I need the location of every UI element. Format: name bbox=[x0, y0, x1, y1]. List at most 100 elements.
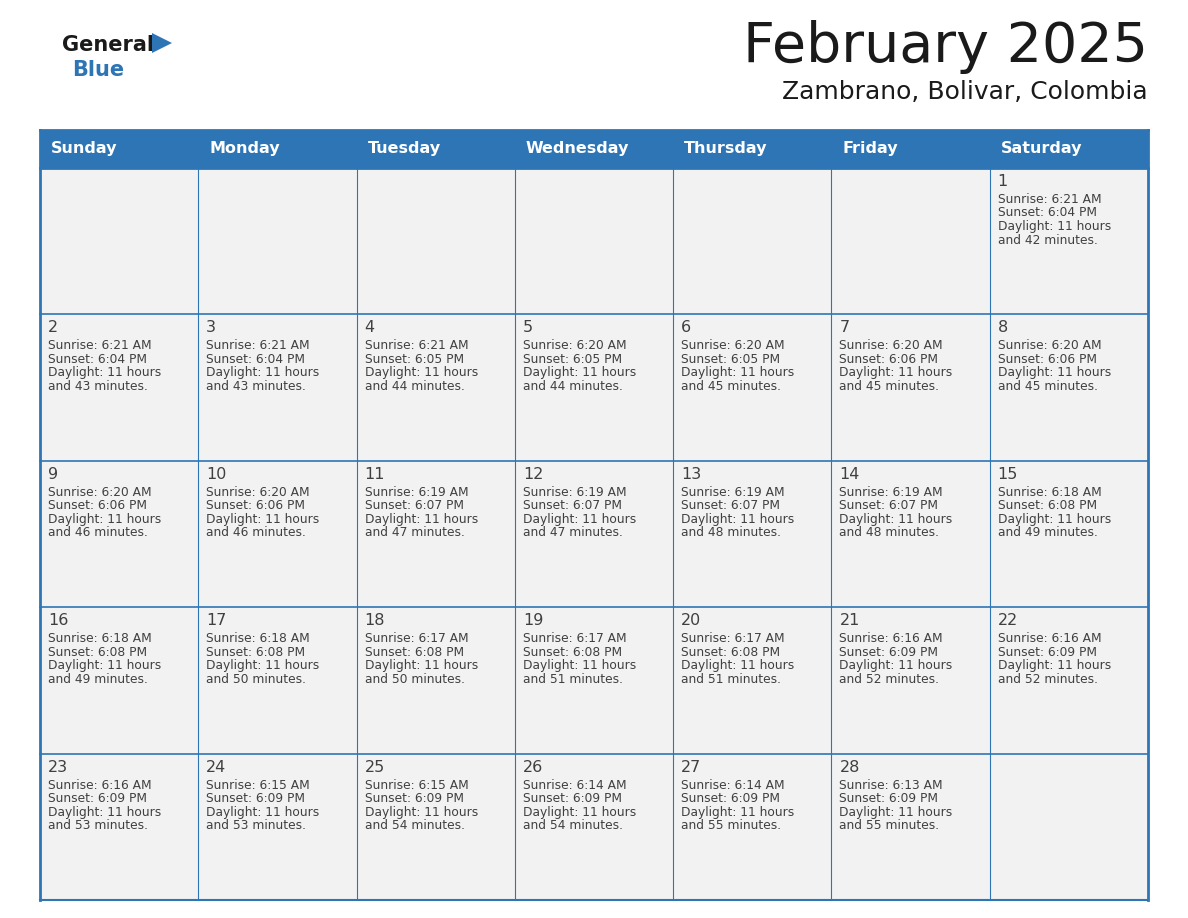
Text: 15: 15 bbox=[998, 466, 1018, 482]
Text: Daylight: 11 hours: Daylight: 11 hours bbox=[207, 659, 320, 672]
Text: Sunrise: 6:17 AM: Sunrise: 6:17 AM bbox=[365, 633, 468, 645]
Text: 9: 9 bbox=[48, 466, 58, 482]
Text: Sunrise: 6:21 AM: Sunrise: 6:21 AM bbox=[998, 193, 1101, 206]
Text: Sunrise: 6:16 AM: Sunrise: 6:16 AM bbox=[48, 778, 152, 791]
Text: Sunrise: 6:20 AM: Sunrise: 6:20 AM bbox=[840, 340, 943, 353]
Bar bbox=[990, 130, 1148, 168]
Text: 10: 10 bbox=[207, 466, 227, 482]
Text: Daylight: 11 hours: Daylight: 11 hours bbox=[48, 366, 162, 379]
Text: Sunset: 6:06 PM: Sunset: 6:06 PM bbox=[998, 353, 1097, 366]
Text: Daylight: 11 hours: Daylight: 11 hours bbox=[523, 513, 636, 526]
Text: Daylight: 11 hours: Daylight: 11 hours bbox=[48, 659, 162, 672]
Text: Daylight: 11 hours: Daylight: 11 hours bbox=[365, 366, 478, 379]
Text: Sunrise: 6:17 AM: Sunrise: 6:17 AM bbox=[681, 633, 785, 645]
Text: and 46 minutes.: and 46 minutes. bbox=[48, 526, 147, 539]
Text: and 52 minutes.: and 52 minutes. bbox=[840, 673, 940, 686]
Text: and 43 minutes.: and 43 minutes. bbox=[207, 380, 307, 393]
Bar bbox=[674, 754, 832, 900]
Text: 21: 21 bbox=[840, 613, 860, 628]
Text: 8: 8 bbox=[998, 320, 1007, 335]
Text: Daylight: 11 hours: Daylight: 11 hours bbox=[681, 659, 795, 672]
Text: 25: 25 bbox=[365, 759, 385, 775]
Bar bbox=[198, 607, 356, 754]
Text: and 51 minutes.: and 51 minutes. bbox=[681, 673, 782, 686]
Text: and 49 minutes.: and 49 minutes. bbox=[48, 673, 147, 686]
Text: and 45 minutes.: and 45 minutes. bbox=[840, 380, 940, 393]
Text: Daylight: 11 hours: Daylight: 11 hours bbox=[48, 513, 162, 526]
Bar bbox=[40, 754, 198, 900]
Text: and 47 minutes.: and 47 minutes. bbox=[523, 526, 623, 539]
Text: Sunrise: 6:21 AM: Sunrise: 6:21 AM bbox=[207, 340, 310, 353]
Text: Daylight: 11 hours: Daylight: 11 hours bbox=[48, 806, 162, 819]
Text: Sunday: Sunday bbox=[51, 141, 118, 156]
Text: and 48 minutes.: and 48 minutes. bbox=[681, 526, 782, 539]
Bar bbox=[674, 168, 832, 314]
Text: Sunrise: 6:18 AM: Sunrise: 6:18 AM bbox=[48, 633, 152, 645]
Bar bbox=[674, 461, 832, 607]
Text: Sunset: 6:09 PM: Sunset: 6:09 PM bbox=[365, 792, 463, 805]
Text: Sunrise: 6:21 AM: Sunrise: 6:21 AM bbox=[365, 340, 468, 353]
Text: Sunrise: 6:18 AM: Sunrise: 6:18 AM bbox=[207, 633, 310, 645]
Text: Sunset: 6:08 PM: Sunset: 6:08 PM bbox=[365, 645, 463, 659]
Text: Wednesday: Wednesday bbox=[526, 141, 630, 156]
Text: 12: 12 bbox=[523, 466, 543, 482]
Bar bbox=[514, 314, 674, 461]
Text: and 49 minutes.: and 49 minutes. bbox=[998, 526, 1098, 539]
Text: Sunrise: 6:18 AM: Sunrise: 6:18 AM bbox=[998, 486, 1101, 498]
Text: and 46 minutes.: and 46 minutes. bbox=[207, 526, 307, 539]
Text: Daylight: 11 hours: Daylight: 11 hours bbox=[207, 806, 320, 819]
Text: Sunset: 6:07 PM: Sunset: 6:07 PM bbox=[365, 499, 463, 512]
Bar bbox=[832, 461, 990, 607]
Text: Sunrise: 6:19 AM: Sunrise: 6:19 AM bbox=[681, 486, 785, 498]
Bar bbox=[356, 754, 514, 900]
Text: General: General bbox=[62, 35, 154, 55]
Text: Sunrise: 6:16 AM: Sunrise: 6:16 AM bbox=[998, 633, 1101, 645]
Text: 3: 3 bbox=[207, 320, 216, 335]
Text: and 42 minutes.: and 42 minutes. bbox=[998, 233, 1098, 247]
Text: Daylight: 11 hours: Daylight: 11 hours bbox=[681, 513, 795, 526]
Text: Sunrise: 6:20 AM: Sunrise: 6:20 AM bbox=[998, 340, 1101, 353]
Text: Sunset: 6:08 PM: Sunset: 6:08 PM bbox=[48, 645, 147, 659]
Bar bbox=[990, 754, 1148, 900]
Text: 4: 4 bbox=[365, 320, 374, 335]
Text: 13: 13 bbox=[681, 466, 701, 482]
Text: Daylight: 11 hours: Daylight: 11 hours bbox=[840, 806, 953, 819]
Text: and 53 minutes.: and 53 minutes. bbox=[207, 819, 307, 832]
Text: 1: 1 bbox=[998, 174, 1007, 189]
Text: and 55 minutes.: and 55 minutes. bbox=[840, 819, 940, 832]
Text: 19: 19 bbox=[523, 613, 543, 628]
Text: Daylight: 11 hours: Daylight: 11 hours bbox=[523, 806, 636, 819]
Text: 28: 28 bbox=[840, 759, 860, 775]
Text: 7: 7 bbox=[840, 320, 849, 335]
Text: 20: 20 bbox=[681, 613, 701, 628]
Text: 14: 14 bbox=[840, 466, 860, 482]
Text: Sunset: 6:09 PM: Sunset: 6:09 PM bbox=[681, 792, 781, 805]
Text: Daylight: 11 hours: Daylight: 11 hours bbox=[840, 366, 953, 379]
Bar bbox=[40, 168, 198, 314]
Bar bbox=[356, 314, 514, 461]
Text: and 44 minutes.: and 44 minutes. bbox=[365, 380, 465, 393]
Text: Sunset: 6:07 PM: Sunset: 6:07 PM bbox=[840, 499, 939, 512]
Bar bbox=[832, 314, 990, 461]
Text: and 55 minutes.: and 55 minutes. bbox=[681, 819, 782, 832]
Text: Sunset: 6:08 PM: Sunset: 6:08 PM bbox=[523, 645, 623, 659]
Text: Sunrise: 6:16 AM: Sunrise: 6:16 AM bbox=[840, 633, 943, 645]
Text: Blue: Blue bbox=[72, 60, 124, 80]
Bar bbox=[40, 314, 198, 461]
Text: 2: 2 bbox=[48, 320, 58, 335]
Text: 11: 11 bbox=[365, 466, 385, 482]
Bar bbox=[832, 607, 990, 754]
Text: Monday: Monday bbox=[209, 141, 280, 156]
Text: and 45 minutes.: and 45 minutes. bbox=[681, 380, 782, 393]
Bar bbox=[832, 754, 990, 900]
Text: Daylight: 11 hours: Daylight: 11 hours bbox=[840, 659, 953, 672]
Bar bbox=[40, 130, 198, 168]
Text: Sunrise: 6:20 AM: Sunrise: 6:20 AM bbox=[207, 486, 310, 498]
Text: Sunrise: 6:19 AM: Sunrise: 6:19 AM bbox=[840, 486, 943, 498]
Text: Daylight: 11 hours: Daylight: 11 hours bbox=[207, 366, 320, 379]
Text: Daylight: 11 hours: Daylight: 11 hours bbox=[681, 806, 795, 819]
Text: Sunset: 6:06 PM: Sunset: 6:06 PM bbox=[48, 499, 147, 512]
Text: 26: 26 bbox=[523, 759, 543, 775]
Bar bbox=[514, 754, 674, 900]
Text: and 47 minutes.: and 47 minutes. bbox=[365, 526, 465, 539]
